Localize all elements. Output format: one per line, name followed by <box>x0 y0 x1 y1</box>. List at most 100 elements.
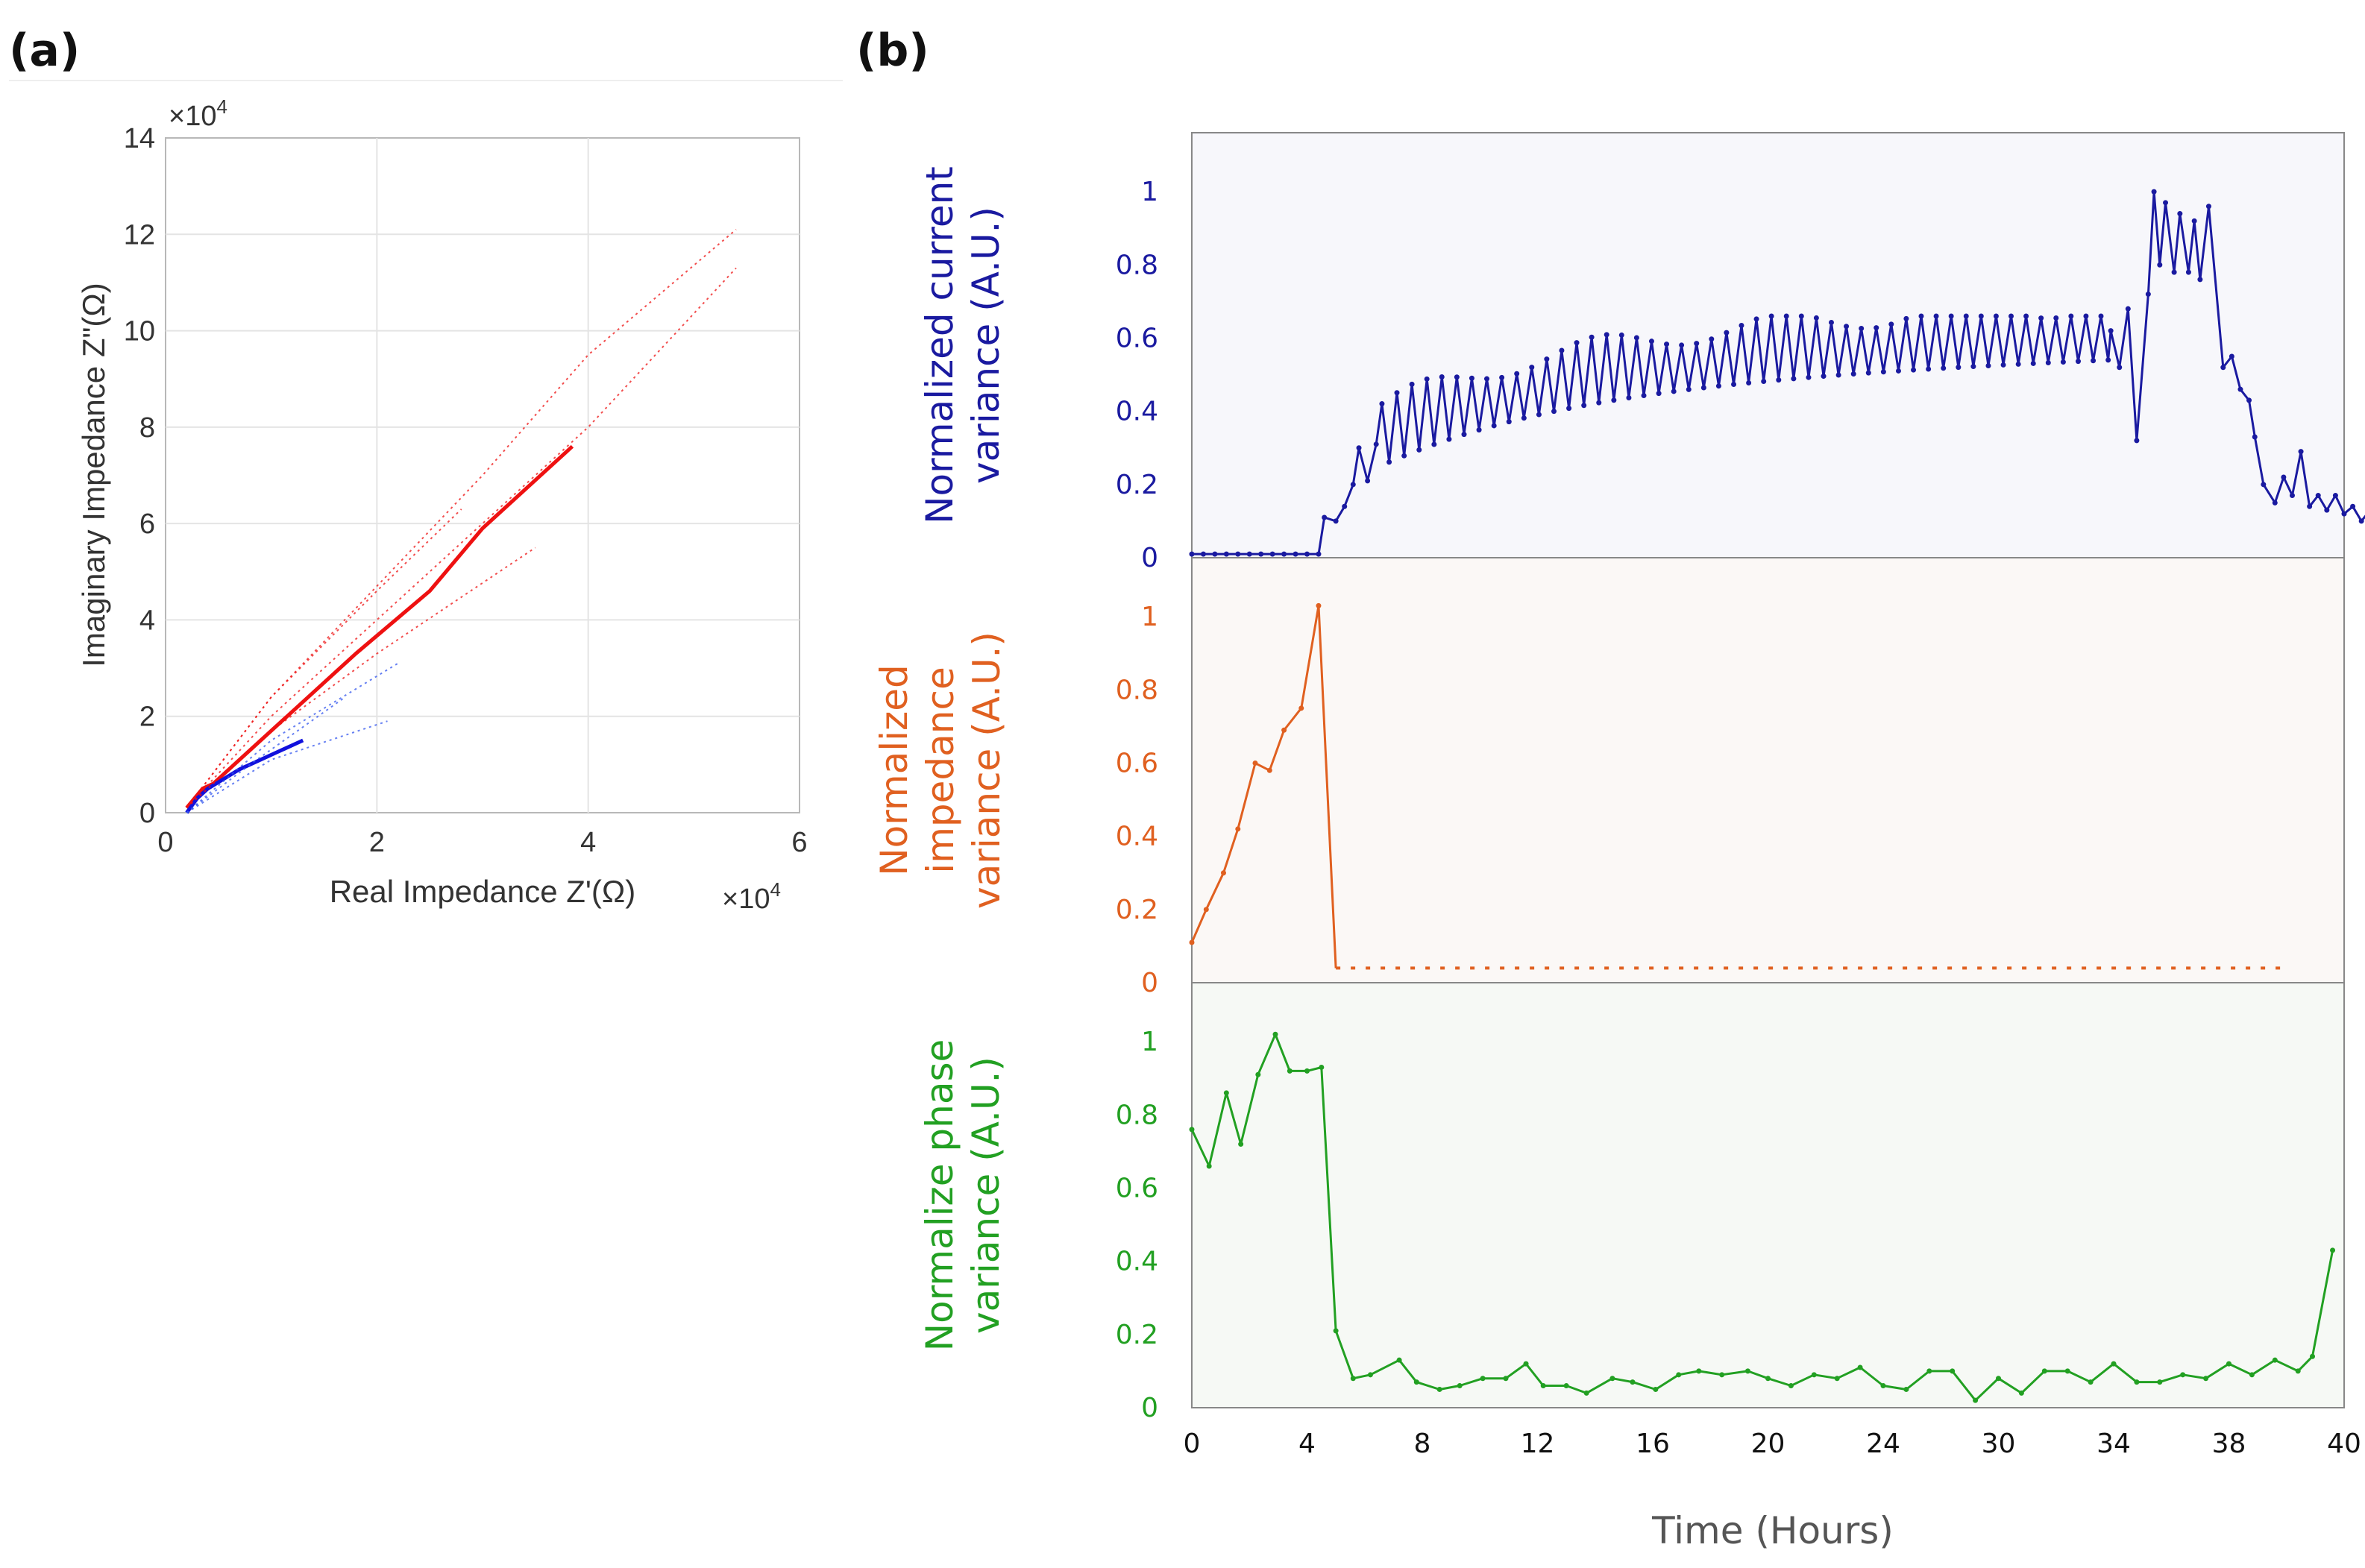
data-point <box>1611 397 1617 403</box>
data-point <box>1604 332 1609 338</box>
y-axis-title-b-line: variance (A.U.) <box>965 632 1008 909</box>
series-line-blue-thin-1 <box>186 662 399 813</box>
y-tick-label-b: 1 <box>1141 602 1158 632</box>
data-point <box>2038 315 2044 321</box>
data-point <box>2108 328 2114 334</box>
data-point <box>2272 1357 2278 1363</box>
x-axis-title-a: Real Impedance Z'(Ω) <box>330 874 636 909</box>
data-point <box>2295 1368 2301 1374</box>
data-point <box>1788 1383 1794 1389</box>
data-point <box>2045 359 2051 365</box>
data-point <box>1791 376 1797 382</box>
x-tick-label-b: 8 <box>1414 1429 1431 1459</box>
data-point <box>1252 760 1258 766</box>
x-tick-label-a: 0 <box>157 827 173 858</box>
y-tick-label-b: 0.4 <box>1116 822 1158 852</box>
data-point <box>1978 313 1984 319</box>
data-point <box>1724 330 1730 336</box>
data-point <box>2151 189 2157 195</box>
plot-a-series-group <box>185 229 737 814</box>
y-tick-label-a: 8 <box>139 412 155 444</box>
data-point <box>1596 400 1602 406</box>
panel-label-a: (a) <box>9 25 80 77</box>
data-point <box>2145 292 2151 297</box>
data-point <box>1189 551 1195 557</box>
data-point <box>1356 445 1362 451</box>
subplot-2: 0 0.2 0.4 0.6 0.8 1 Normalized impedance varianc… <box>873 557 2345 998</box>
y-tick-label-b: 0.8 <box>1116 1100 1158 1130</box>
data-point <box>1189 939 1195 945</box>
subplot-axes-box <box>1191 982 2345 1408</box>
data-point <box>2060 359 2066 365</box>
data-point <box>2229 353 2234 359</box>
data-point <box>1821 374 1827 380</box>
data-point <box>1753 316 1759 322</box>
data-point <box>1811 1372 1817 1378</box>
data-point <box>1715 383 1721 389</box>
data-point <box>1394 390 1400 396</box>
x-tick-label-b: 20 <box>1751 1429 1785 1459</box>
data-point <box>1350 1376 1356 1382</box>
y-tick-label-a: 14 <box>124 123 155 154</box>
x-tick-label-a: 2 <box>369 827 385 858</box>
data-point <box>1589 334 1595 340</box>
data-point <box>1798 313 1804 319</box>
data-point <box>1828 319 1834 325</box>
data-point <box>1424 376 1430 382</box>
data-point <box>2289 493 2295 499</box>
data-point <box>2226 1361 2231 1367</box>
data-point <box>2134 1379 2140 1385</box>
data-point <box>1696 1368 1702 1374</box>
data-point <box>1258 551 1264 557</box>
y-tick-label-b: 0.2 <box>1116 470 1158 500</box>
data-point <box>2163 200 2169 206</box>
y-axis-title-b-line: Normalize phase <box>918 1039 961 1352</box>
data-point <box>1700 385 1706 391</box>
data-point <box>2341 511 2347 517</box>
data-point <box>1583 1390 1589 1396</box>
data-point <box>2134 438 2140 444</box>
data-point <box>1235 826 1241 832</box>
data-point <box>2272 500 2278 506</box>
subplot-1: 0 0.2 0.4 0.6 0.8 1 Normalized current variance… <box>918 132 2365 573</box>
data-point <box>1521 415 1527 421</box>
data-point <box>1731 382 1737 388</box>
data-point <box>2220 365 2226 371</box>
data-point <box>1941 365 1947 371</box>
data-point <box>1844 324 1850 330</box>
y-tick-label-b: 0.2 <box>1116 895 1158 925</box>
data-point <box>1476 427 1482 433</box>
data-point <box>1626 395 1632 401</box>
data-point <box>1316 602 1322 608</box>
data-point <box>1431 441 1437 447</box>
data-point <box>2064 1368 2070 1374</box>
plot-a-gridlines <box>166 138 800 813</box>
data-point <box>1563 1383 1569 1389</box>
data-point <box>1880 369 1886 375</box>
data-point <box>1719 1372 1725 1378</box>
data-point <box>1694 341 1700 347</box>
data-point <box>1776 377 1782 383</box>
data-point <box>1850 371 1856 377</box>
panel-label-b: (b) <box>856 25 929 77</box>
x-tick-label-b: 38 <box>2212 1429 2246 1459</box>
x-tick-label-a: 6 <box>791 827 807 858</box>
data-point <box>2324 507 2330 513</box>
series-line-blue-thin-3 <box>186 696 346 813</box>
y-tick-label-b: 0.4 <box>1116 1247 1158 1277</box>
y-axis-title-b-line: Normalized current <box>918 166 961 524</box>
data-point <box>1926 1368 1932 1374</box>
data-point <box>1206 1163 1212 1169</box>
data-point <box>2237 386 2243 392</box>
plot-a-tick-labels: 0 2 4 6 0 2 4 6 8 10 12 14 <box>124 123 808 858</box>
data-point <box>1523 1361 1529 1367</box>
data-point <box>1514 371 1520 377</box>
y-tick-label-b: 0.2 <box>1116 1320 1158 1350</box>
data-point <box>1272 1031 1278 1037</box>
data-point <box>1948 313 1954 319</box>
data-point <box>1865 370 1871 376</box>
data-point <box>2068 313 2074 319</box>
